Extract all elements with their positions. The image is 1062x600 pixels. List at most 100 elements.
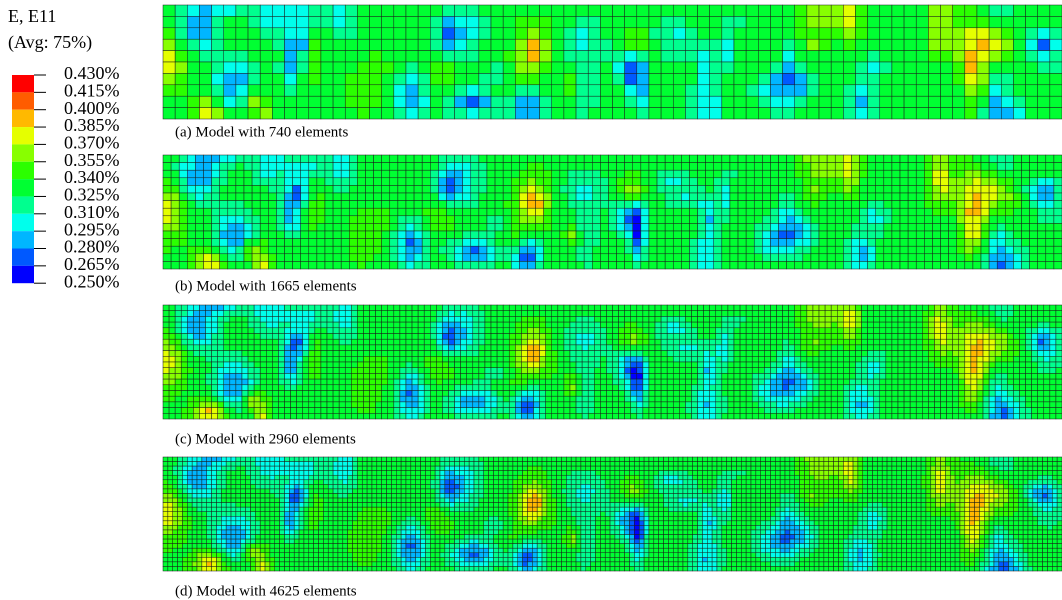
mesh-element xyxy=(325,155,333,163)
mesh-element xyxy=(467,362,473,368)
mesh-element xyxy=(910,385,916,391)
mesh-element xyxy=(673,345,679,351)
mesh-element xyxy=(212,51,224,62)
mesh-element xyxy=(394,28,406,39)
mesh-element xyxy=(260,39,272,50)
mesh-element xyxy=(527,396,533,402)
mesh-element xyxy=(849,305,855,311)
mesh-element xyxy=(900,216,908,224)
mesh-element xyxy=(928,62,940,73)
mesh-element xyxy=(617,185,625,193)
mesh-element xyxy=(515,356,521,362)
mesh-element xyxy=(527,185,535,193)
mesh-element xyxy=(957,170,965,178)
mesh-element xyxy=(706,163,714,171)
mesh-element xyxy=(357,261,365,269)
mesh-element xyxy=(534,305,540,311)
mesh-element xyxy=(503,5,515,16)
mesh-element xyxy=(479,73,491,84)
mesh-element xyxy=(934,316,940,322)
mesh-element xyxy=(536,254,544,262)
mesh-element xyxy=(394,385,400,391)
mesh-element xyxy=(819,379,825,385)
mesh-element xyxy=(730,185,738,193)
mesh-element xyxy=(868,379,874,385)
mesh-element xyxy=(722,373,728,379)
mesh-element xyxy=(722,155,730,163)
mesh-element xyxy=(321,379,327,385)
mesh-element xyxy=(315,339,321,345)
mesh-element xyxy=(467,305,473,311)
mesh-element xyxy=(438,223,446,231)
mesh-element xyxy=(582,368,588,374)
mesh-element xyxy=(989,305,995,311)
mesh-element xyxy=(422,155,430,163)
mesh-element xyxy=(625,185,633,193)
mesh-element xyxy=(363,328,369,334)
mesh-element xyxy=(714,201,722,209)
mesh-element xyxy=(534,373,540,379)
legend-swatch xyxy=(12,214,34,231)
mesh-element xyxy=(558,345,564,351)
mesh-element xyxy=(503,73,515,84)
mesh-element xyxy=(442,351,448,357)
mesh-element xyxy=(406,231,414,239)
mesh-element xyxy=(179,155,187,163)
mesh-element xyxy=(236,328,242,334)
mesh-element xyxy=(625,163,633,171)
mesh-element xyxy=(1032,339,1038,345)
mesh-element xyxy=(862,385,868,391)
mesh-element xyxy=(904,73,916,84)
mesh-element xyxy=(540,351,546,357)
mesh-element xyxy=(584,223,592,231)
mesh-element xyxy=(965,85,977,96)
mesh-element xyxy=(738,208,746,216)
mesh-element xyxy=(1054,163,1062,171)
mesh-element xyxy=(1038,391,1044,397)
mesh-element xyxy=(716,362,722,368)
mesh-element xyxy=(1026,108,1038,119)
mesh-element xyxy=(473,379,479,385)
mesh-element xyxy=(495,193,503,201)
mesh-element xyxy=(801,345,807,351)
mesh-element xyxy=(789,373,795,379)
mesh-element xyxy=(187,396,193,402)
mesh-element xyxy=(957,193,965,201)
mesh-element xyxy=(868,368,874,374)
mesh-element xyxy=(722,231,730,239)
mesh-element xyxy=(971,379,977,385)
mesh-element xyxy=(297,85,309,96)
mesh-element xyxy=(521,391,527,397)
mesh-element xyxy=(163,391,169,397)
mesh-element xyxy=(995,345,1001,351)
mesh-element xyxy=(527,155,535,163)
mesh-element xyxy=(455,170,463,178)
mesh-element xyxy=(430,239,438,247)
mesh-element xyxy=(333,362,339,368)
mesh-element xyxy=(455,396,461,402)
mesh-element xyxy=(971,362,977,368)
mesh-element xyxy=(224,402,230,408)
mesh-element xyxy=(309,261,317,269)
mesh-element xyxy=(777,351,783,357)
mesh-element xyxy=(892,391,898,397)
mesh-element xyxy=(442,345,448,351)
mesh-element xyxy=(868,185,876,193)
mesh-element xyxy=(467,51,479,62)
mesh-element xyxy=(552,322,558,328)
mesh-element xyxy=(546,385,552,391)
mesh-element xyxy=(309,201,317,209)
mesh-element xyxy=(813,356,819,362)
mesh-element xyxy=(600,16,612,27)
mesh-element xyxy=(959,311,965,317)
mesh-element xyxy=(382,193,390,201)
mesh-element xyxy=(1007,328,1013,334)
mesh-element xyxy=(527,345,533,351)
mesh-element xyxy=(163,185,171,193)
mesh-element xyxy=(971,311,977,317)
mesh-element xyxy=(442,108,454,119)
mesh-element xyxy=(339,316,345,322)
mesh-element xyxy=(479,39,491,50)
mesh-element xyxy=(236,28,248,39)
mesh-element xyxy=(406,216,414,224)
